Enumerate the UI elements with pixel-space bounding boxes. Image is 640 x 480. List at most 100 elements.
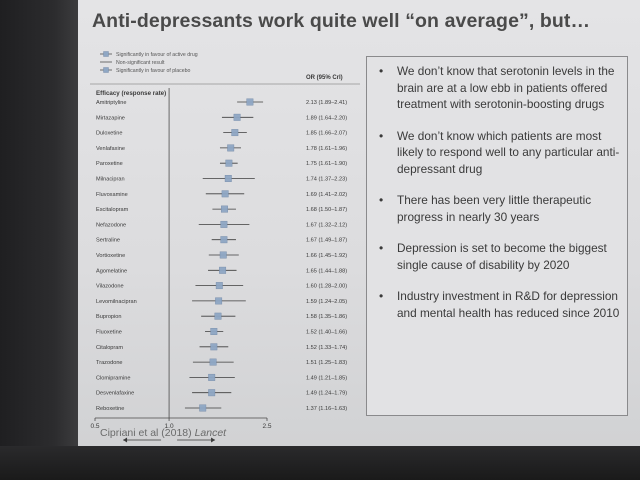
drug-name: Paroxetine — [96, 161, 123, 167]
point-estimate-marker — [224, 175, 232, 182]
ci-value: 1.68 (1.50–1.87) — [306, 207, 347, 213]
ci-value: 1.74 (1.37–2.23) — [306, 177, 347, 183]
x-tick-label: 2.5 — [262, 423, 271, 430]
forest-plot: Significantly in favour of active drug No… — [90, 51, 360, 452]
bullet-item: • There has been very little therapeutic … — [379, 192, 621, 225]
bullet-dot-icon: • — [379, 64, 384, 78]
point-estimate-marker — [215, 297, 223, 305]
drug-name: Amitriptyline — [96, 100, 126, 106]
ci-value: 1.60 (1.28–2.00) — [306, 284, 347, 290]
legend-label: Significantly in favour of placebo — [116, 68, 191, 74]
ci-value: 1.65 (1.44–1.88) — [306, 268, 347, 274]
bullet-dot-icon: • — [379, 128, 384, 143]
point-estimate-marker — [199, 404, 207, 412]
bullet-text: Depression is set to become the biggest … — [397, 241, 607, 272]
point-estimate-marker — [233, 113, 241, 121]
point-estimate-marker — [208, 373, 216, 381]
bullet-item: • Depression is set to become the biggest… — [379, 240, 621, 273]
ci-value: 1.85 (1.66–2.07) — [306, 131, 347, 137]
point-estimate-marker — [220, 220, 228, 228]
bullet-text: There has been very little therapeutic p… — [397, 193, 592, 224]
ci-value: 1.66 (1.45–1.92) — [306, 253, 347, 259]
legend-label: Significantly in favour of active drug — [116, 52, 198, 58]
legend-marker — [103, 67, 109, 73]
drug-name: Fluvoxamine — [96, 192, 128, 198]
x-tick-label: 1.0 — [165, 423, 174, 430]
point-estimate-marker — [219, 251, 227, 259]
room-shadow-left — [0, 0, 78, 480]
point-estimate-marker — [221, 190, 229, 198]
drug-name: Sertraline — [96, 238, 120, 244]
citation-journal: Lancet — [194, 427, 227, 439]
drug-name: Desvenlafaxine — [96, 391, 134, 397]
point-estimate-marker — [220, 236, 228, 244]
point-estimate-marker — [210, 328, 218, 335]
ci-value: 1.37 (1.16–1.63) — [306, 406, 347, 412]
bullet-text: Industry investment in R&D for depressio… — [397, 289, 620, 320]
ci-value: 1.59 (1.24–2.05) — [306, 299, 347, 305]
drug-name: Vilazodone — [96, 284, 124, 290]
drug-name: Clomipramine — [96, 375, 131, 381]
x-tick-label: 0.5 — [90, 423, 99, 430]
ci-value: 1.52 (1.33–1.74) — [306, 345, 347, 351]
bullet-dot-icon: • — [379, 193, 384, 207]
point-estimate-marker — [225, 159, 233, 167]
legend-marker — [103, 51, 109, 57]
point-estimate-marker — [219, 266, 227, 274]
bullet-text: We don’t know which patients are most li… — [397, 128, 620, 176]
drug-name: Duloxetine — [96, 131, 122, 137]
bullet-item: • We don’t know that serotonin levels in … — [379, 63, 621, 113]
drug-name: Milnacipran — [96, 177, 125, 183]
bullet-item: • We don’t know which patients are most l… — [379, 128, 621, 178]
ci-value: 1.49 (1.24–1.79) — [306, 391, 347, 397]
ci-value: 2.13 (1.89–2.41) — [306, 100, 347, 106]
drug-name: Vortioxetine — [96, 253, 125, 259]
citation-authors: Cipriani et al (2018) — [100, 427, 192, 439]
ci-value: 1.67 (1.32–2.12) — [306, 222, 347, 228]
drug-name: Reboxetine — [96, 406, 124, 412]
drug-name: Citalopram — [96, 345, 123, 351]
point-estimate-marker — [221, 205, 228, 213]
column-header-or: OR (95% CrI) — [306, 75, 343, 81]
drug-name: Trazodone — [96, 360, 123, 366]
point-estimate-marker — [209, 358, 217, 366]
ci-value: 1.52 (1.40–1.66) — [306, 330, 347, 336]
drug-name: Levomilnacipran — [96, 299, 137, 305]
point-estimate-marker — [215, 282, 223, 290]
arrow-left-head-icon — [123, 437, 128, 443]
ci-value: 1.69 (1.41–2.02) — [306, 192, 347, 198]
point-estimate-marker — [246, 98, 254, 106]
point-estimate-marker — [231, 129, 239, 137]
ci-value: 1.89 (1.64–2.20) — [306, 115, 347, 121]
point-estimate-marker — [208, 389, 216, 397]
ci-value: 1.75 (1.61–1.90) — [306, 161, 347, 167]
ci-value: 1.51 (1.25–1.83) — [306, 360, 347, 366]
bullet-dot-icon: • — [379, 289, 384, 303]
plot-legend: Significantly in favour of active drug No… — [100, 51, 198, 74]
arrow-right-head-icon — [211, 437, 216, 443]
point-estimate-marker — [214, 312, 222, 320]
bullet-item: • Industry investment in R&D for depressi… — [379, 288, 621, 321]
drug-name: Bupropion — [96, 314, 122, 320]
drug-name: Mirtazapine — [96, 115, 125, 121]
drug-name: Agomelatine — [96, 268, 127, 274]
point-estimate-marker — [210, 343, 218, 351]
drug-name: Escitalopram — [96, 207, 129, 213]
bullet-dot-icon: • — [379, 241, 384, 255]
room-shadow-bottom — [0, 446, 640, 480]
ci-value: 1.49 (1.21–1.85) — [306, 375, 347, 381]
ci-value: 1.58 (1.35–1.86) — [306, 314, 347, 320]
citation: Cipriani et al (2018) Lancet — [100, 427, 226, 439]
drug-name: Fluoxetine — [96, 330, 122, 336]
section-label: Efficacy (response rate) — [96, 90, 166, 97]
bullet-box: • We don’t know that serotonin levels in … — [366, 56, 628, 416]
forest-rows: Amitriptyline 2.13 (1.89–2.41) Mirtazapine… — [96, 98, 347, 412]
legend-label: Non-significant result — [116, 60, 165, 66]
point-estimate-marker — [227, 144, 235, 152]
bullet-text: We don’t know that serotonin levels in t… — [397, 64, 615, 111]
drug-name: Venlafaxine — [96, 146, 125, 152]
drug-name: Nefazodone — [96, 222, 126, 228]
slide-title: Anti-depressants work quite well “on ave… — [92, 10, 591, 32]
ci-value: 1.78 (1.61–1.96) — [306, 146, 347, 152]
